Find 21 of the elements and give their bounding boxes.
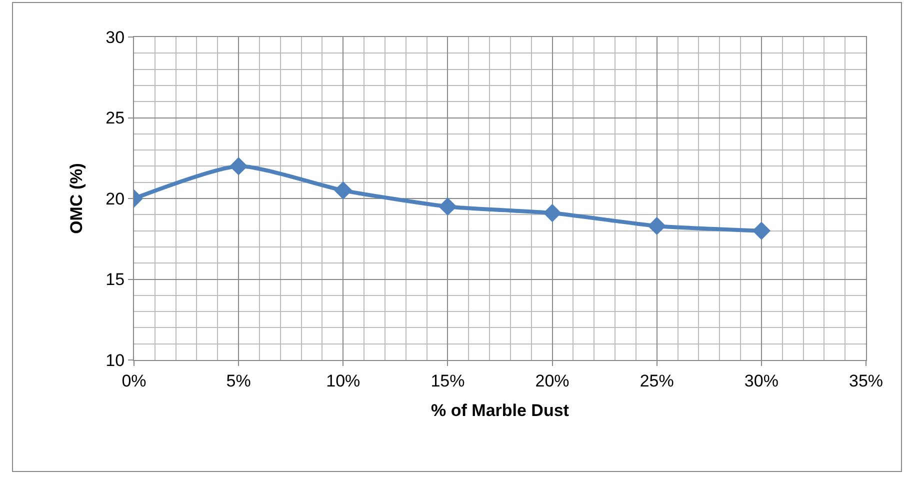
point — [229, 157, 248, 176]
x-tick-label: 5% — [226, 371, 251, 390]
x-tick-label: 10% — [326, 371, 360, 390]
x-tick-label: 15% — [430, 371, 465, 390]
y-tick-label: 15 — [106, 270, 125, 290]
y-tick-label: 25 — [106, 108, 125, 128]
y-tick-label: 20 — [106, 189, 125, 208]
point — [334, 181, 352, 200]
y-axis-title: OMC (%) — [67, 163, 86, 234]
point — [648, 216, 666, 236]
point — [543, 204, 562, 222]
y-tick-label: 30 — [106, 28, 125, 47]
x-tick-label: 35% — [848, 371, 884, 390]
x-tick-label: 0% — [122, 371, 146, 390]
x-tick-label: 25% — [640, 371, 674, 390]
point — [752, 222, 771, 240]
point — [438, 197, 457, 216]
x-tick-label: 20% — [535, 371, 570, 390]
x-tick-label: 30% — [744, 371, 778, 390]
x-axis-title: % of Marble Dust — [431, 400, 570, 420]
y-tick-label: 10 — [106, 350, 125, 370]
